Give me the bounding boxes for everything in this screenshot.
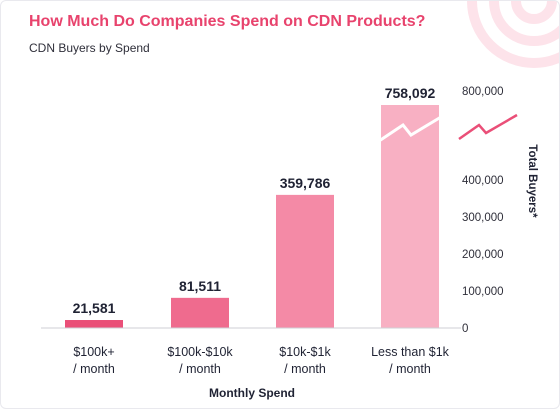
x-tick-label: $100k-$10k [167,345,233,359]
y-tick-label: 300,000 [462,212,504,224]
bar-3 [276,194,334,328]
y-tick-label: 400,000 [462,175,504,187]
decorative-rings-logo [449,1,559,86]
x-tick-label: $10k-$1k [279,345,331,359]
value-label-2: 81,511 [179,278,221,294]
bar-break-mark [378,115,442,143]
x-tick-label: / month [389,362,431,376]
x-tick-label: / month [284,362,326,376]
y-axis-label: Total Buyers* [526,144,538,218]
bar-4 [381,105,439,328]
x-tick-label: $100k+ [73,345,114,359]
y-axis-break-mark [458,113,518,141]
bar-2 [171,297,229,328]
chart-title: How Much Do Companies Spend on CDN Produ… [29,13,426,30]
value-label-1: 21,581 [73,300,116,316]
x-tick-label: / month [73,362,115,376]
chart-subtitle: CDN Buyers by Spend [29,41,150,55]
y-tick-label: 800,000 [462,86,504,98]
y-tick-label: 0 [462,323,468,335]
bar-1 [65,320,123,328]
x-tick-label: Less than $1k [371,345,450,359]
y-tick-label: 100,000 [462,286,504,298]
x-axis-label: Monthly Spend [209,386,295,400]
value-label-3: 359,786 [280,175,331,191]
y-tick-label: 200,000 [462,249,504,261]
value-label-4: 758,092 [385,85,436,101]
x-tick-label: / month [179,362,221,376]
